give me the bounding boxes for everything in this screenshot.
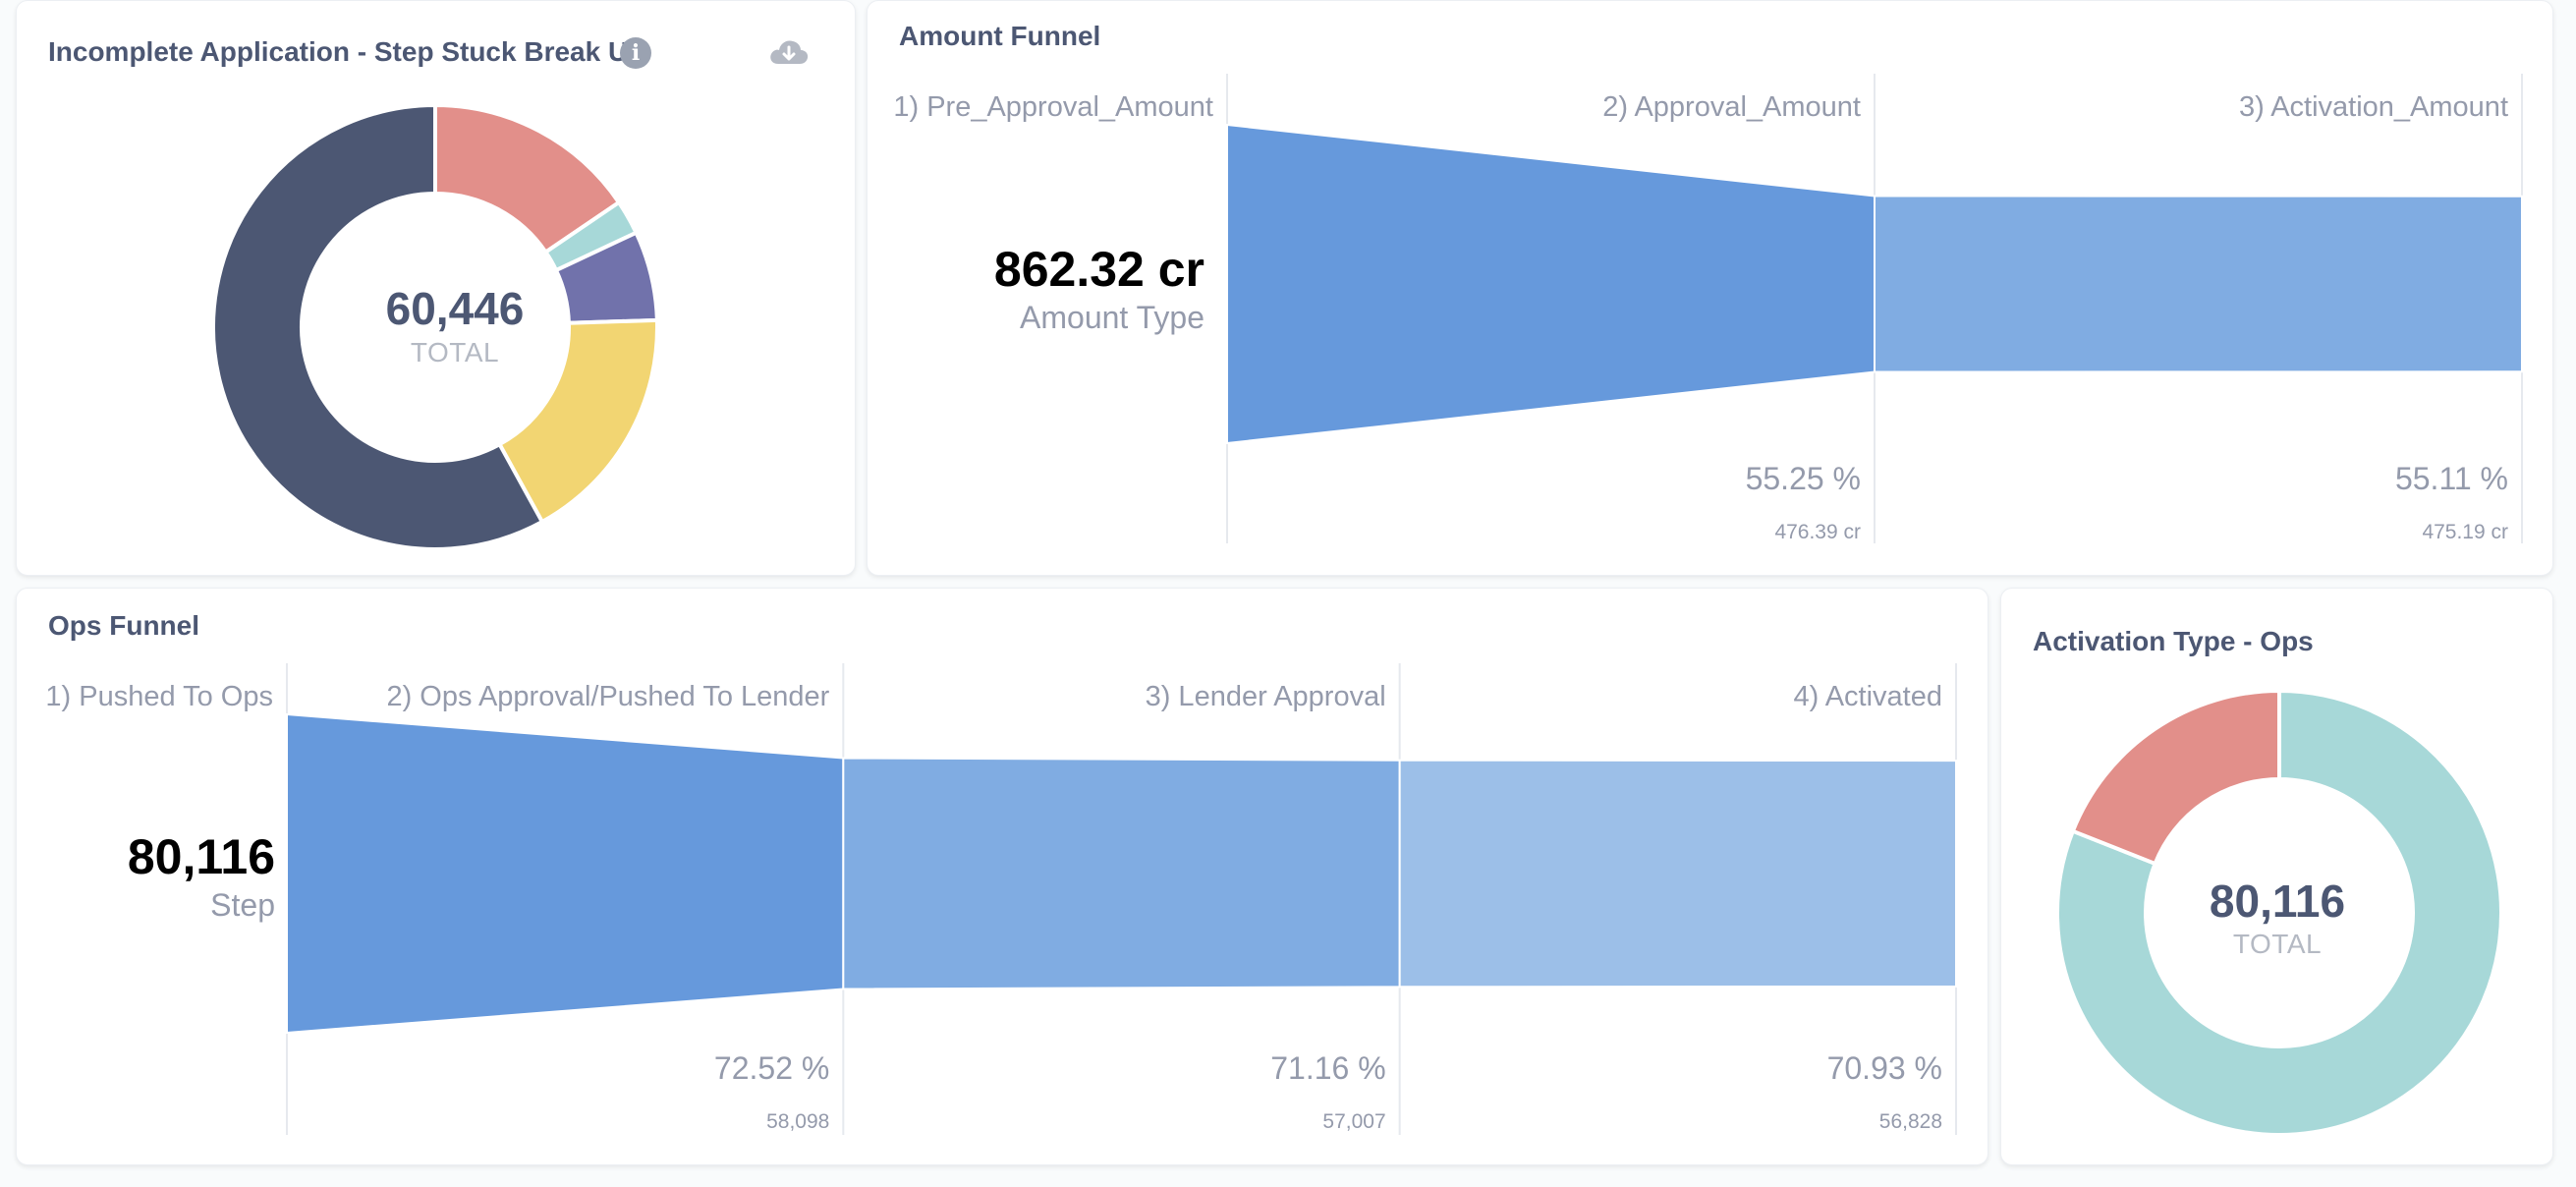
ops-funnel-step-percent-3: 71.16 % — [1270, 1050, 1385, 1086]
ops-funnel-segment-1[interactable] — [286, 712, 845, 1035]
activation-type-card: Activation Type - Ops 80,116 TOTAL — [2000, 588, 2553, 1165]
ops-funnel-step-percent-4: 70.93 % — [1827, 1050, 1942, 1086]
incomplete-application-title: Incomplete Application - Step Stuck Brea… — [48, 36, 645, 67]
ops-funnel-step-label-4: 4) Activated — [1793, 681, 1942, 712]
amount-funnel-segment-2[interactable] — [1874, 195, 2523, 373]
ops-funnel-card: Ops Funnel 1) Pushed To Ops 2) Ops Approv… — [16, 588, 1988, 1165]
ops-funnel-step-value-2: 58,098 — [766, 1110, 829, 1133]
amount-funnel-step-percent-2: 55.25 % — [1746, 461, 1861, 496]
amount-funnel-step-value-2: 476.39 cr — [1774, 521, 1861, 543]
activation-total-label: TOTAL — [2232, 929, 2323, 959]
ops-funnel-chart: 1) Pushed To Ops 2) Ops Approval/Pushed T… — [45, 663, 1957, 1135]
ops-funnel-step-label-3: 3) Lender Approval — [1146, 681, 1386, 712]
incomplete-slice-5[interactable] — [211, 102, 545, 551]
amount-funnel-segment-1[interactable] — [1226, 123, 1876, 445]
amount-funnel-card: Amount Funnel 1) Pre_Approval_Amount 2) A… — [867, 0, 2553, 576]
ops-funnel-step-value-4: 56,828 — [1879, 1110, 1942, 1133]
ops-funnel-headline-label: Step — [210, 887, 275, 923]
ops-funnel-step-label-2: 2) Ops Approval/Pushed To Lender — [386, 681, 829, 712]
amount-funnel-step-value-3: 475.19 cr — [2422, 521, 2508, 543]
ops-funnel-headline-value: 80,116 — [127, 829, 275, 884]
cloud-download-icon[interactable] — [767, 36, 811, 70]
activation-slice-1[interactable] — [2055, 688, 2503, 1137]
amount-funnel-chart: 1) Pre_Approval_Amount 2) Approval_Amount… — [893, 74, 2523, 543]
ops-funnel-segment-3[interactable] — [1398, 759, 1957, 989]
incomplete-total-value: 60,446 — [385, 283, 525, 334]
amount-funnel-headline-label: Amount Type — [1020, 300, 1204, 335]
amount-funnel-title: Amount Funnel — [899, 21, 1101, 51]
ops-funnel-title: Ops Funnel — [48, 610, 199, 641]
incomplete-total-label: TOTAL — [410, 337, 500, 367]
info-icon[interactable]: i — [620, 37, 651, 69]
ops-funnel-step-percent-2: 72.52 % — [714, 1050, 829, 1086]
activation-slice-2[interactable] — [2070, 688, 2281, 867]
amount-funnel-step-label-2: 2) Approval_Amount — [1602, 91, 1861, 123]
ops-funnel-segment-2[interactable] — [842, 757, 1401, 990]
amount-funnel-step-percent-3: 55.11 % — [2395, 461, 2508, 496]
incomplete-application-card: Incomplete Application - Step Stuck Brea… — [16, 0, 856, 576]
amount-funnel-headline-value: 862.32 cr — [993, 242, 1204, 297]
incomplete-application-donut — [211, 102, 659, 551]
ops-funnel-step-value-3: 57,007 — [1322, 1110, 1385, 1133]
activation-type-title: Activation Type - Ops — [2033, 626, 2314, 656]
amount-funnel-step-label-1: 1) Pre_Approval_Amount — [893, 91, 1213, 123]
amount-funnel-step-label-3: 3) Activation_Amount — [2239, 91, 2508, 123]
activation-total-value: 80,116 — [2209, 876, 2346, 927]
ops-funnel-step-label-1: 1) Pushed To Ops — [45, 681, 273, 712]
activation-type-donut — [2055, 688, 2503, 1137]
